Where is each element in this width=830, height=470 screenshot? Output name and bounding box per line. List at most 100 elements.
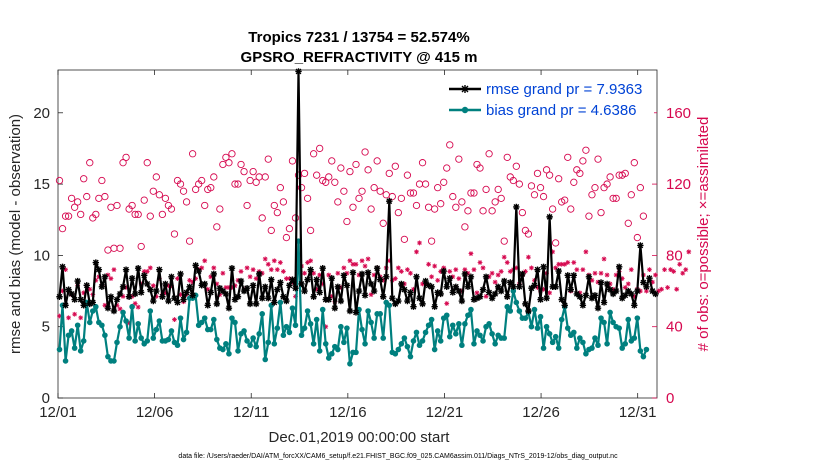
rmse-point xyxy=(180,296,187,303)
rmse-point xyxy=(189,292,196,299)
assimilated-obs-point xyxy=(280,269,286,274)
rmse-point xyxy=(265,294,272,302)
possible-obs-point xyxy=(267,226,275,235)
possible-obs-point xyxy=(552,239,560,247)
y-axis-label-left: rmse and bias (model - observation) xyxy=(7,114,24,354)
possible-obs-point xyxy=(92,210,100,219)
bias-point xyxy=(371,335,377,341)
possible-obs-point xyxy=(131,210,139,219)
data-file-footnote: data file: /Users/raeder/DAI/ATM_forcXX/… xyxy=(178,453,618,460)
rmse-point xyxy=(141,272,148,279)
assimilated-obs-point xyxy=(411,286,416,292)
rmse-point xyxy=(561,302,568,309)
y-axis-left: 0 5 10 15 20 xyxy=(33,105,63,407)
rmse-point xyxy=(367,280,375,288)
assimilated-obs-point xyxy=(199,265,205,271)
rmse-point xyxy=(594,304,602,312)
rmse-point xyxy=(262,283,269,290)
assimilated-obs-point xyxy=(647,267,652,273)
assimilated-obs-point xyxy=(426,261,431,267)
rmse-point xyxy=(413,273,420,280)
bias-point xyxy=(89,308,96,314)
bias-point xyxy=(147,308,154,314)
possible-obs-point xyxy=(170,230,179,238)
possible-obs-point xyxy=(116,244,124,252)
possible-obs-point xyxy=(101,192,109,201)
rmse-point xyxy=(376,276,384,283)
possible-obs-point xyxy=(182,198,191,206)
possible-obs-point xyxy=(149,187,157,195)
assimilated-obs-point xyxy=(501,254,507,260)
assimilated-obs-point xyxy=(504,260,510,265)
assimilated-obs-point xyxy=(126,320,132,326)
rmse-point xyxy=(74,277,81,285)
possible-obs-point xyxy=(228,150,236,158)
bias-point xyxy=(413,329,420,336)
rmse-point xyxy=(591,292,599,299)
assimilated-obs-point xyxy=(598,270,604,276)
bias-point xyxy=(534,325,541,331)
y-axis-label-right: # of obs: o=possible; ×=assimilated xyxy=(695,117,712,352)
possible-obs-point xyxy=(288,157,297,165)
bias-point xyxy=(298,332,305,339)
bias-point xyxy=(114,339,120,346)
possible-obs-point xyxy=(61,212,70,220)
rmse-point xyxy=(609,290,617,298)
bias-point xyxy=(634,315,641,321)
rmse-point xyxy=(144,280,151,288)
bias-point xyxy=(214,336,220,343)
bias-point xyxy=(425,322,432,329)
assimilated-obs-point xyxy=(347,258,353,264)
rmse-point xyxy=(567,286,574,293)
assimilated-obs-point xyxy=(274,267,280,273)
assimilated-obs-point xyxy=(589,277,595,283)
bias-point xyxy=(589,345,595,351)
rmse-point xyxy=(395,297,402,305)
rmse-point xyxy=(485,289,493,296)
rmse-point xyxy=(588,294,596,302)
possible-obs-point xyxy=(503,153,511,161)
rmse-point xyxy=(186,283,193,290)
bias-point xyxy=(256,331,262,337)
bias-point xyxy=(325,355,332,361)
possible-obs-point xyxy=(591,184,599,192)
rmse-point xyxy=(271,299,278,306)
possible-obs-point xyxy=(509,176,517,185)
bias-point xyxy=(93,303,99,310)
assimilated-obs-point xyxy=(193,276,199,281)
possible-obs-point xyxy=(279,198,288,206)
assimilated-obs-point xyxy=(57,313,62,319)
assimilated-obs-point xyxy=(583,249,589,255)
assimilated-obs-point xyxy=(335,270,341,276)
rmse-point xyxy=(643,283,650,290)
bias-point xyxy=(253,343,259,350)
possible-obs-point xyxy=(74,198,82,206)
rmse-point xyxy=(473,294,481,302)
rmse-point xyxy=(240,287,248,295)
assimilated-obs-point xyxy=(477,260,483,265)
assimilated-obs-point xyxy=(265,261,271,267)
possible-obs-point xyxy=(340,187,348,195)
legend-rmse-marker xyxy=(461,85,469,93)
possible-obs-point xyxy=(624,219,632,227)
possible-obs-point xyxy=(306,226,315,235)
possible-obs-point xyxy=(331,178,339,186)
rmse-point xyxy=(183,289,190,296)
rmse-point xyxy=(59,263,66,270)
assimilated-obs-point xyxy=(93,277,99,283)
assimilated-obs-point xyxy=(429,274,435,280)
possible-obs-point xyxy=(86,159,94,167)
assimilated-obs-point xyxy=(371,272,377,278)
possible-obs-point xyxy=(430,205,439,213)
bias-point xyxy=(501,335,508,341)
assimilated-obs-point xyxy=(150,283,156,289)
assimilated-obs-point xyxy=(284,276,289,281)
assimilated-obs-point xyxy=(144,269,150,274)
rmse-point xyxy=(631,302,638,309)
assimilated-obs-point xyxy=(162,290,168,296)
rmse-point xyxy=(576,293,584,300)
assimilated-obs-point xyxy=(120,293,126,299)
assimilated-obs-point xyxy=(326,272,332,278)
assimilated-obs-point xyxy=(650,279,655,285)
assimilated-obs-point xyxy=(226,285,232,290)
